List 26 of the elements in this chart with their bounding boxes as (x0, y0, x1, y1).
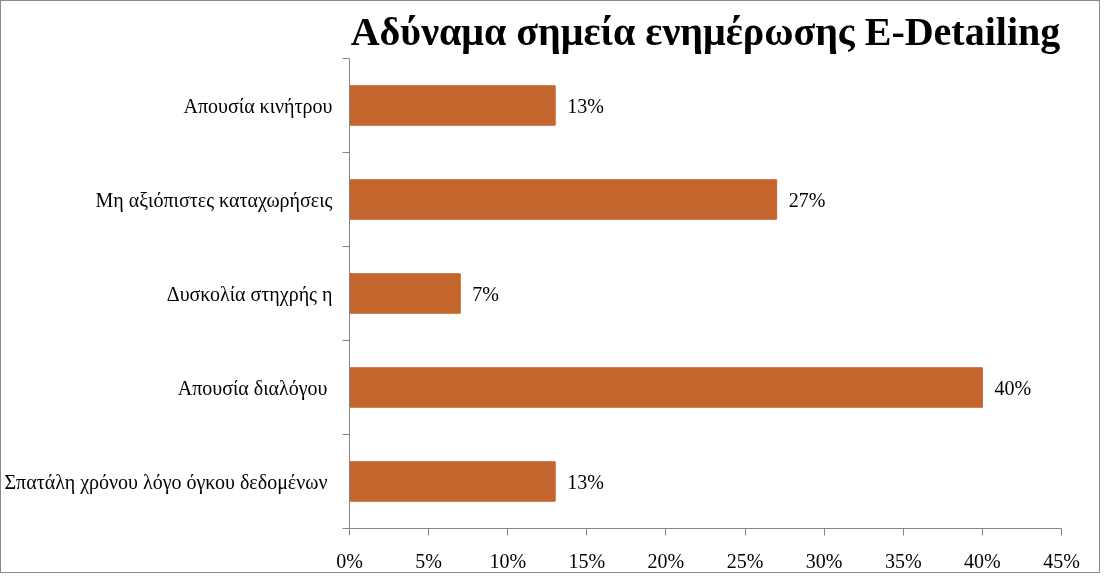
data-label: 13% (567, 94, 604, 117)
data-label: 27% (788, 188, 826, 211)
y-tick-label: Απουσία κινήτρου (183, 94, 333, 118)
x-tick-label: 45% (1043, 549, 1080, 572)
bar (349, 273, 461, 314)
x-tick-label: 0% (336, 549, 363, 572)
bar (349, 179, 778, 220)
x-tick-label: 30% (805, 549, 843, 572)
data-label: 40% (994, 376, 1032, 399)
x-tick-label: 25% (726, 549, 764, 572)
x-tick-label: 10% (489, 549, 527, 572)
y-tick-label: Απουσία διαλόγου (177, 376, 328, 400)
x-tick-label: 15% (568, 549, 606, 572)
x-tick-label: 35% (884, 549, 922, 572)
y-tick-label: Σπατάλη χρόνου λόγο όγκου δεδομένων (4, 470, 328, 494)
y-tick-label: Δυσκολία στηχρής η (166, 282, 333, 306)
data-label: 13% (567, 470, 604, 493)
x-tick-label: 5% (415, 549, 442, 572)
bar (349, 85, 556, 126)
x-tick-label: 20% (647, 549, 685, 572)
data-label: 7% (472, 282, 499, 305)
chart-title: Αδύναμα σημεία ενημέρωσης E-Detailing (350, 8, 1061, 54)
x-tick-label: 40% (964, 549, 1001, 572)
bar (349, 367, 983, 408)
bar (349, 461, 556, 502)
y-tick-label: Μη αξιόπιστες καταχωρήσεις (95, 188, 333, 212)
